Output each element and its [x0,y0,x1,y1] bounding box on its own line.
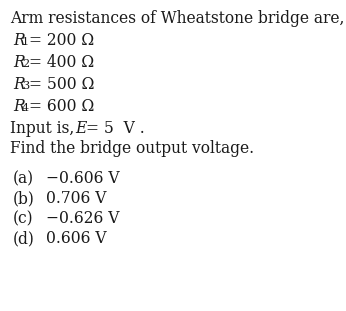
Text: 1: 1 [22,37,29,47]
Text: 3: 3 [22,81,29,91]
Text: Arm resistances of Wheatstone bridge are,: Arm resistances of Wheatstone bridge are… [10,10,344,27]
Text: R: R [13,32,25,49]
Text: = 5  V .: = 5 V . [86,120,145,137]
Text: (b): (b) [13,190,35,207]
Text: Find the bridge output voltage.: Find the bridge output voltage. [10,140,254,157]
Text: (a): (a) [13,170,34,187]
Text: = 500 Ω: = 500 Ω [29,76,94,93]
Text: 0.706 V: 0.706 V [46,190,107,207]
Text: R: R [13,54,25,71]
Text: 2: 2 [22,59,29,69]
Text: = 600 Ω: = 600 Ω [29,98,94,115]
Text: −0.606 V: −0.606 V [46,170,120,187]
Text: (c): (c) [13,210,34,227]
Text: (d): (d) [13,230,35,247]
Text: R: R [13,98,25,115]
Text: = 400 Ω: = 400 Ω [29,54,94,71]
Text: −0.626 V: −0.626 V [46,210,119,227]
Text: = 200 Ω: = 200 Ω [29,32,94,49]
Text: E: E [75,120,86,137]
Text: Input is,: Input is, [10,120,74,137]
Text: R: R [13,76,25,93]
Text: 4: 4 [22,103,29,113]
Text: 0.606 V: 0.606 V [46,230,107,247]
